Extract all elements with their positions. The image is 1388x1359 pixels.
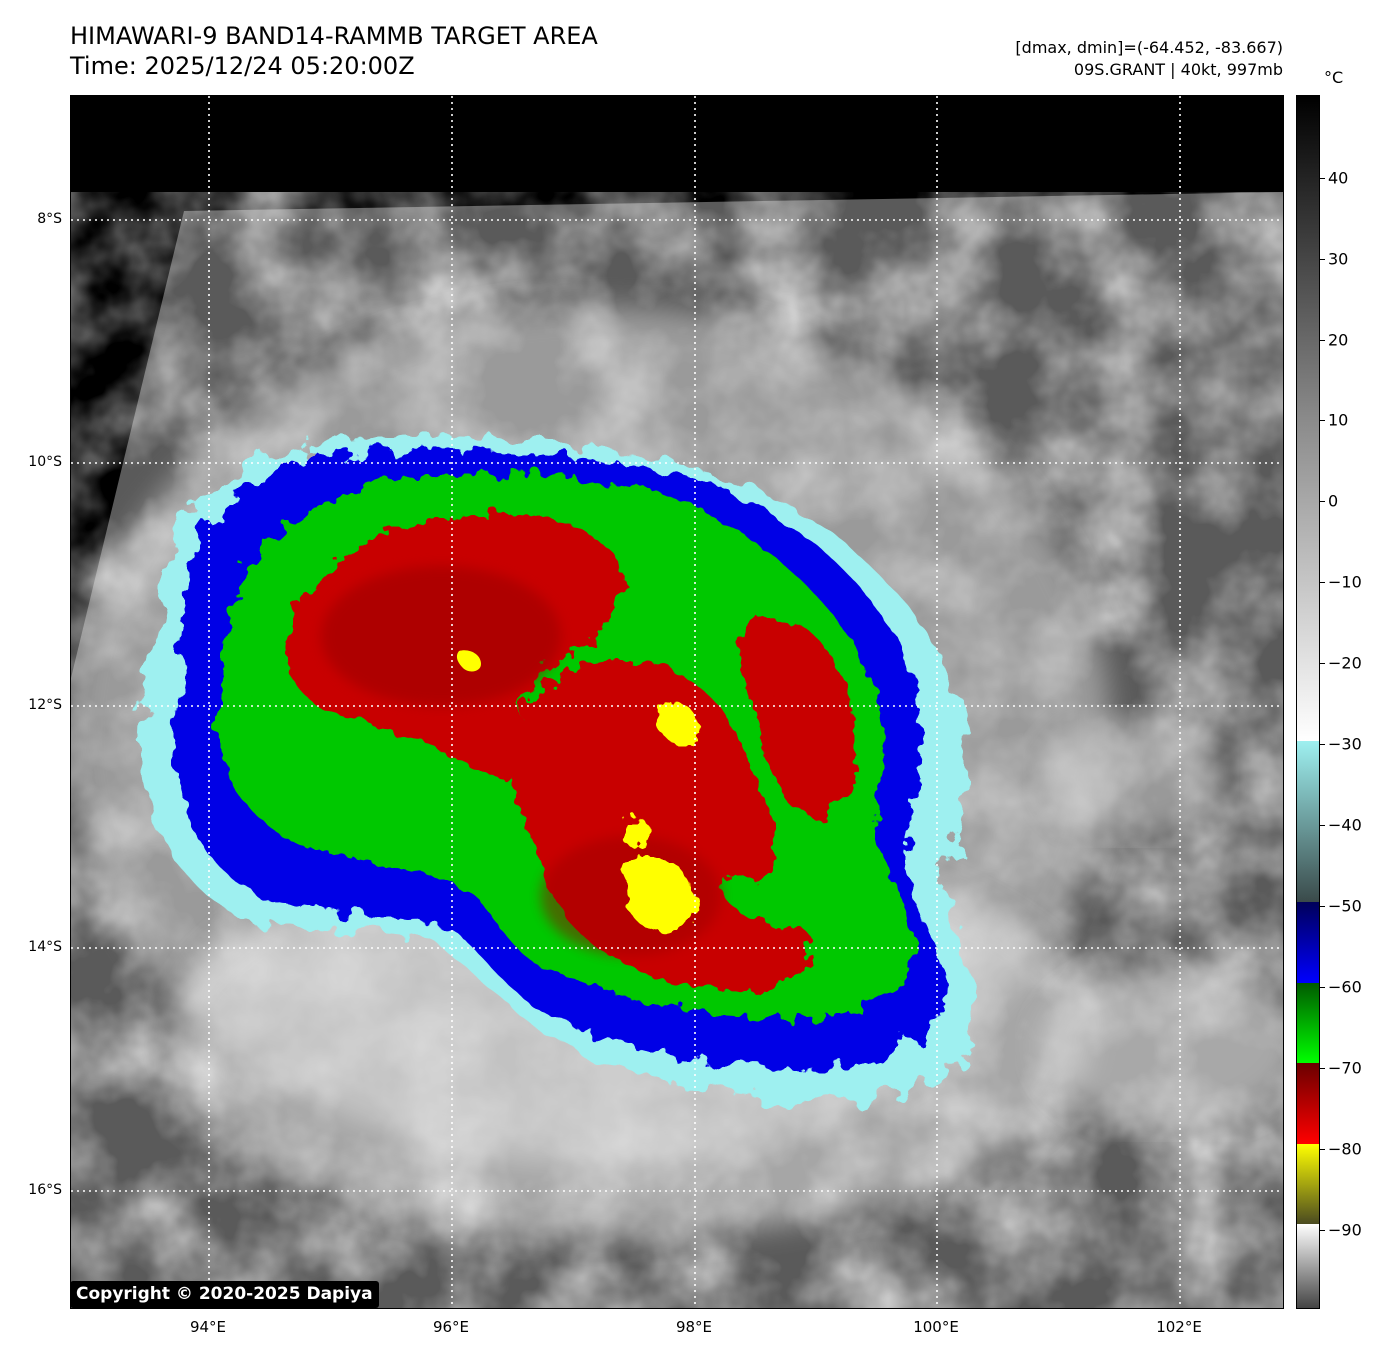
- colorbar-label: −40: [1328, 815, 1362, 835]
- colorbar-label: 0: [1328, 491, 1339, 511]
- colorbar-label: 40: [1328, 168, 1349, 188]
- lat-label-12s: 12°S: [28, 697, 62, 713]
- colorbar-tick: [1320, 906, 1325, 907]
- map-title: HIMAWARI-9 BAND14-RAMMB TARGET AREA: [70, 22, 598, 50]
- colorbar-tick: [1320, 1230, 1325, 1231]
- colorbar-tick: [1320, 1149, 1325, 1150]
- lon-label-96e: 96°E: [432, 1318, 470, 1336]
- colorbar-tick: [1320, 825, 1325, 826]
- colorbar-label: −50: [1328, 896, 1362, 916]
- colorbar-label: 30: [1328, 249, 1349, 269]
- satellite-image: [71, 96, 1283, 1308]
- colorbar-label: −30: [1328, 734, 1362, 754]
- lon-label-102e: 102°E: [1156, 1318, 1202, 1336]
- copyright-badge: Copyright © 2020-2025 Dapiya: [70, 1281, 379, 1308]
- colorbar-label: −20: [1328, 653, 1362, 673]
- lat-label-14s: 14°S: [28, 939, 62, 955]
- colorbar-tick: [1320, 501, 1325, 502]
- colorbar-tick: [1320, 663, 1325, 664]
- colorbar-tick: [1320, 420, 1325, 421]
- lat-label-10s: 10°S: [28, 454, 62, 470]
- lat-label-8s: 8°S: [37, 211, 62, 227]
- map-time: Time: 2025/12/24 05:20:00Z: [70, 52, 415, 80]
- colorbar-unit: °C: [1324, 68, 1344, 87]
- colorbar: [1296, 95, 1320, 1309]
- range-info: [dmax, dmin]=(-64.452, -83.667): [1015, 38, 1283, 57]
- colorbar-label: −10: [1328, 572, 1362, 592]
- colorbar-tick: [1320, 744, 1325, 745]
- colorbar-label: 10: [1328, 410, 1349, 430]
- colorbar-label: 20: [1328, 330, 1349, 350]
- lon-label-98e: 98°E: [675, 1318, 713, 1336]
- colorbar-tick: [1320, 1068, 1325, 1069]
- colorbar-label: −90: [1328, 1220, 1362, 1240]
- colorbar-tick: [1320, 178, 1325, 179]
- lon-label-100e: 100°E: [913, 1318, 959, 1336]
- colorbar-label: −60: [1328, 977, 1362, 997]
- colorbar-tick: [1320, 340, 1325, 341]
- lat-label-16s: 16°S: [28, 1182, 62, 1198]
- colorbar-tick: [1320, 987, 1325, 988]
- colorbar-label: −80: [1328, 1139, 1362, 1159]
- storm-info: 09S.GRANT | 40kt, 997mb: [1073, 60, 1283, 79]
- colorbar-tick: [1320, 259, 1325, 260]
- colorbar-tick: [1320, 582, 1325, 583]
- satellite-map: [70, 95, 1284, 1309]
- colorbar-scale: [1297, 96, 1319, 1308]
- colorbar-label: −70: [1328, 1058, 1362, 1078]
- lon-label-94e: 94°E: [189, 1318, 227, 1336]
